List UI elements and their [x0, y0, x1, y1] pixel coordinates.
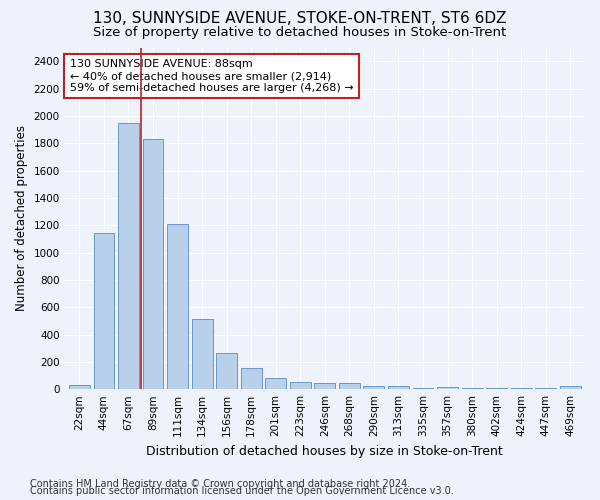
Bar — [364, 386, 385, 389]
Bar — [216, 353, 237, 389]
Bar — [167, 224, 188, 389]
Bar — [314, 383, 335, 389]
Bar — [486, 388, 507, 389]
Bar — [461, 388, 482, 389]
Bar — [94, 232, 115, 389]
Bar — [143, 139, 163, 389]
Bar — [118, 124, 139, 389]
Bar — [69, 385, 90, 389]
Bar — [511, 388, 532, 389]
Text: Contains HM Land Registry data © Crown copyright and database right 2024.: Contains HM Land Registry data © Crown c… — [30, 479, 410, 489]
Text: Contains public sector information licensed under the Open Government Licence v3: Contains public sector information licen… — [30, 486, 454, 496]
Bar — [290, 382, 311, 389]
Bar — [560, 386, 581, 389]
Bar — [388, 386, 409, 389]
Text: 130 SUNNYSIDE AVENUE: 88sqm
← 40% of detached houses are smaller (2,914)
59% of : 130 SUNNYSIDE AVENUE: 88sqm ← 40% of det… — [70, 60, 353, 92]
Bar — [339, 384, 360, 389]
X-axis label: Distribution of detached houses by size in Stoke-on-Trent: Distribution of detached houses by size … — [146, 444, 503, 458]
Y-axis label: Number of detached properties: Number of detached properties — [15, 126, 28, 312]
Bar — [535, 388, 556, 389]
Bar — [265, 378, 286, 389]
Bar — [241, 368, 262, 389]
Bar — [437, 387, 458, 389]
Text: 130, SUNNYSIDE AVENUE, STOKE-ON-TRENT, ST6 6DZ: 130, SUNNYSIDE AVENUE, STOKE-ON-TRENT, S… — [93, 11, 507, 26]
Text: Size of property relative to detached houses in Stoke-on-Trent: Size of property relative to detached ho… — [94, 26, 506, 39]
Bar — [413, 388, 433, 389]
Bar — [191, 320, 212, 389]
